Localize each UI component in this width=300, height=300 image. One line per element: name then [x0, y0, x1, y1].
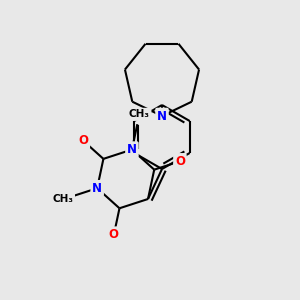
Text: CH₃: CH₃ [129, 110, 150, 119]
Text: CH₃: CH₃ [52, 194, 74, 204]
Text: O: O [78, 134, 88, 147]
Text: N: N [92, 182, 102, 195]
Text: O: O [109, 228, 119, 241]
Text: N: N [157, 110, 167, 122]
Text: N: N [127, 143, 137, 156]
Text: O: O [175, 155, 185, 168]
